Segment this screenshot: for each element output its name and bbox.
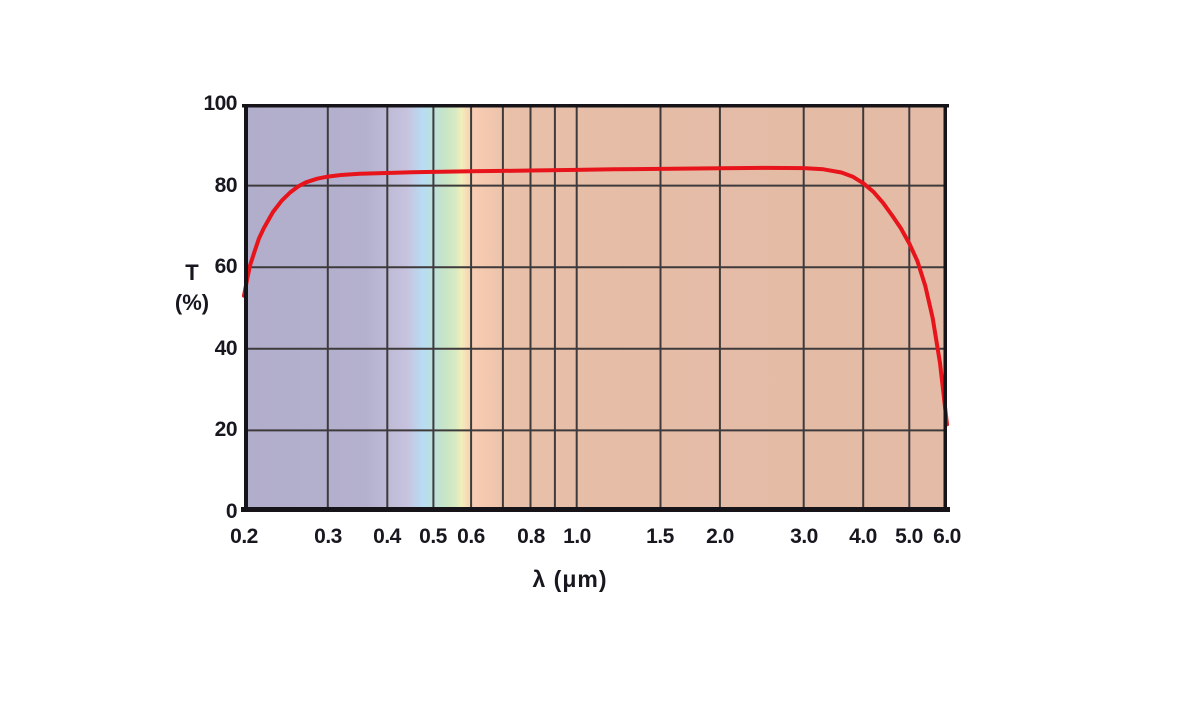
x-tick-label: 4.0: [849, 525, 877, 548]
y-axis-symbol: T: [185, 260, 199, 285]
x-axis-title: λ (μm): [532, 566, 608, 592]
y-axis-unit: (%): [174, 290, 210, 315]
y-tick-label: 40: [214, 337, 238, 360]
x-tick-label: 1.5: [646, 525, 674, 548]
spectrum-background: [244, 104, 947, 512]
x-tick-label: 0.3: [314, 525, 342, 548]
plot-area: [241, 104, 950, 512]
transmittance-curve: [242, 165, 949, 427]
plot-svg: [241, 104, 950, 512]
y-axis-title: T (%): [146, 258, 238, 318]
x-tick-label: 5.0: [895, 525, 923, 548]
y-tick-label: 100: [203, 92, 237, 115]
x-tick-label: 0.5: [419, 525, 447, 548]
y-tick-label: 20: [214, 418, 238, 441]
x-tick-label: 1.0: [563, 525, 591, 548]
x-tick-label: 0.8: [517, 525, 545, 548]
y-tick-label: 0: [225, 500, 238, 523]
x-tick-label: 0.6: [457, 525, 485, 548]
y-tick-label: 80: [214, 174, 238, 197]
x-tick-label: 3.0: [790, 525, 818, 548]
y-tick-label: 60: [214, 255, 238, 278]
x-tick-label: 2.0: [706, 525, 734, 548]
x-tick-label: 0.2: [230, 525, 258, 548]
x-tick-label: 6.0: [933, 525, 961, 548]
x-tick-label: 0.4: [373, 525, 401, 548]
